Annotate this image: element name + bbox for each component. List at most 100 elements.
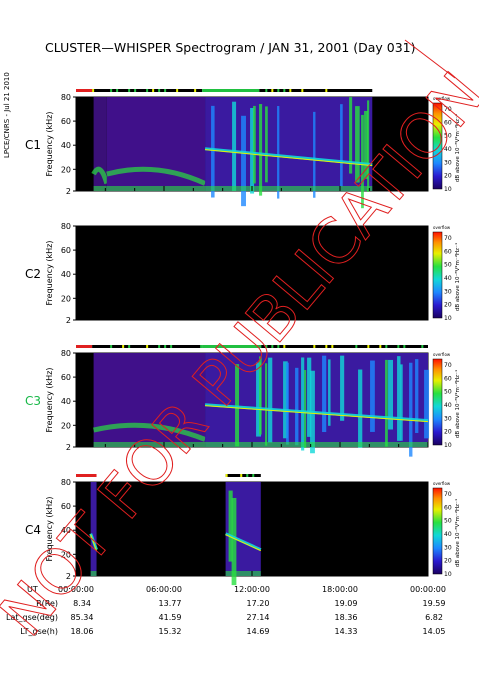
colorbar-label: dB above 10⁻⁸V²m⁻²Hz⁻¹ [454,243,461,311]
x-tick-label: 00:00:00 [58,585,94,594]
emission-band [224,532,262,552]
y-tick-label: 40 [61,141,71,150]
coverage-block [90,482,97,576]
emission-stripe [265,106,268,183]
ephemeris-value: 17.20 [247,599,270,608]
panel-label: C3 [25,394,41,408]
status-tick [110,89,113,92]
x-tick-label: 00:00:00 [410,585,446,594]
y-tick-label: 60 [61,246,71,255]
status-tick [128,345,131,348]
colorbar-overflow-label: overflow [433,225,451,230]
colorbar-tick-label: 60 [444,504,452,511]
emission-stripe [358,369,363,448]
colorbar-tick-label: 70 [444,491,452,498]
status-tick [277,89,280,92]
emission-stripe [295,367,299,446]
colorbar-tick-label: 10 [444,442,452,449]
status-tick [325,345,328,348]
y-tick-label: 2 [66,187,71,196]
colorbar-tick-label: 20 [444,558,452,565]
status-segment [202,345,260,348]
colorbar-tick-label: 30 [444,544,452,551]
emission-stripe [283,361,288,439]
emission-stripe [349,97,353,174]
low-freq-emission [93,422,207,442]
status-tick [164,345,167,348]
emission-stripe [313,111,316,198]
colorbar-tick-label: 50 [444,262,452,269]
y-tick-label: 2 [66,572,71,581]
panel-C3: 2 20 40 60 80 Frequency (kHz) C3 overflow 10 20 30… [25,345,461,457]
y-tick-label: 20 [61,294,71,303]
emission-stripe [400,364,403,441]
ephemeris-value: 14.69 [247,627,270,636]
emission-stripe [388,359,393,430]
bottom-band [225,571,261,576]
emission-stripe [307,357,312,437]
colorbar-tick-label: 10 [444,571,452,578]
colorbar [432,487,443,575]
emission-band [204,403,429,423]
y-tick-label: 80 [61,222,71,231]
ephemeris-value: 14.05 [423,627,446,636]
panel-label: C1 [25,138,41,152]
emission-stripe [385,359,388,447]
ephemeris-value: 19.09 [335,599,358,608]
ephemeris-label: R(Re) [36,599,58,608]
emission-stripe [304,370,307,448]
status-tick [397,345,400,348]
panel-label: C4 [25,523,41,537]
emission-stripe [277,106,280,199]
bottom-band [205,442,428,447]
status-segment [240,474,261,477]
emission-stripe [235,364,240,447]
y-axis-label: Frequency (kHz) [45,241,54,306]
status-tick [283,89,286,92]
status-tick [277,345,280,348]
colorbar-tick-label: 10 [444,315,452,322]
status-tick [116,89,119,92]
status-tick [289,89,292,92]
emission-band-core [205,149,373,167]
colorbar-tick-label: 70 [444,362,452,369]
colorbar-label: dB above 10⁻⁸V²m⁻²Hz⁻¹ [454,114,461,182]
status-tick [367,345,370,348]
colorbar-tick-label: 10 [444,186,452,193]
bottom-band [93,186,107,191]
emission-stripe [241,115,246,207]
status-tick [194,89,197,92]
status-tick [122,345,125,348]
emission-stripe [340,104,343,187]
status-segment [259,345,428,348]
y-tick-label: 60 [61,373,71,382]
ephemeris-label: Lat_gse(deg) [6,613,58,622]
status-tick [170,345,173,348]
emission-stripe [415,359,419,433]
colorbar-tick-label: 40 [444,275,452,282]
watermark-stroke [404,39,456,79]
status-tick [331,345,334,348]
emission-stripe [301,357,305,451]
colorbar-label: dB above 10⁻⁸V²m⁻²Hz⁻¹ [454,370,461,438]
colorbar-tick-label: 70 [444,235,452,242]
status-tick [259,345,262,348]
status-segment [76,345,93,348]
colorbar-tick-label: 30 [444,415,452,422]
colorbar-overflow-label: overflow [433,352,451,357]
colorbar-tick-label: 30 [444,288,452,295]
status-tick [355,345,358,348]
status-tick [128,89,131,92]
colorbar-tick-label: 50 [444,389,452,396]
status-tick [385,345,388,348]
y-tick-label: 40 [61,397,71,406]
emission-band-core [90,534,98,551]
emission-stripe [370,360,375,432]
y-axis-label: Frequency (kHz) [45,368,54,433]
emission-stripe [232,101,237,191]
ephemeris-value: 8.34 [73,599,91,608]
y-axis-label: Frequency (kHz) [45,497,54,562]
x-tick-label: 12:00:00 [234,585,270,594]
status-tick [325,89,328,92]
status-tick [92,89,95,92]
